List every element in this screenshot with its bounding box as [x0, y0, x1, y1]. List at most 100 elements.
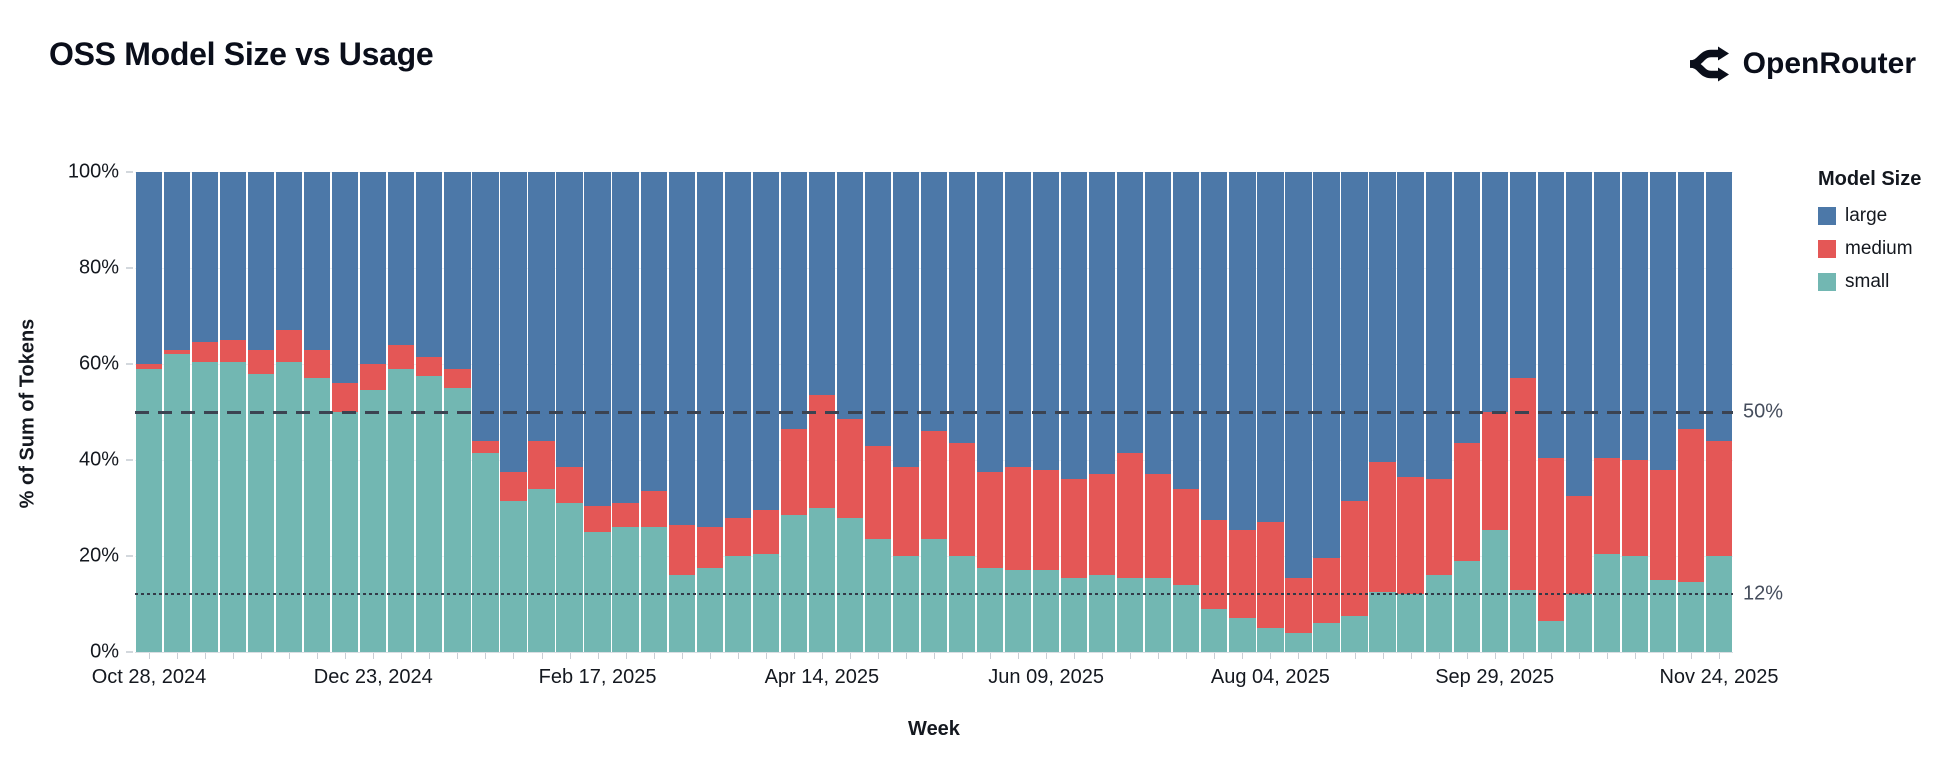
bar[interactable]	[388, 172, 415, 652]
bar[interactable]	[528, 172, 555, 652]
bar[interactable]	[248, 172, 275, 652]
bar[interactable]	[416, 172, 443, 652]
bar-segment-large	[444, 172, 471, 369]
bar-segment-medium	[248, 349, 275, 374]
bar[interactable]	[864, 172, 892, 652]
bar[interactable]	[1004, 172, 1032, 652]
bar[interactable]	[1145, 172, 1172, 652]
bar[interactable]	[724, 172, 751, 652]
bar[interactable]	[500, 172, 527, 652]
legend-item[interactable]: large	[1818, 205, 1921, 227]
bar[interactable]	[472, 172, 499, 652]
bar-segment-medium	[220, 340, 247, 362]
axis-tick	[962, 653, 964, 659]
bar[interactable]	[1341, 172, 1368, 652]
bar[interactable]	[556, 172, 583, 652]
bar[interactable]	[1453, 172, 1480, 652]
bar-segment-medium	[1537, 457, 1564, 621]
axis-tick	[149, 653, 151, 659]
bar[interactable]	[135, 172, 163, 652]
bar-segment-small	[248, 373, 275, 652]
bar-segment-small	[360, 390, 387, 652]
bar[interactable]	[780, 172, 807, 652]
bar[interactable]	[1649, 172, 1677, 652]
bar[interactable]	[752, 172, 779, 652]
bar[interactable]	[920, 172, 948, 652]
bar[interactable]	[612, 172, 639, 652]
bar[interactable]	[1565, 172, 1592, 652]
bar-segment-small	[584, 531, 611, 652]
bar[interactable]	[1481, 172, 1508, 652]
bar-segment-small	[304, 378, 331, 652]
bar-segment-medium	[1173, 488, 1200, 585]
bar-segment-medium	[668, 524, 695, 576]
x-tick-label: Oct 28, 2024	[91, 666, 207, 688]
bar[interactable]	[276, 172, 303, 652]
bar-segment-large	[220, 172, 247, 340]
bar[interactable]	[584, 172, 611, 652]
y-tick-label: 40%	[78, 448, 119, 471]
bar[interactable]	[191, 172, 219, 652]
bar[interactable]	[668, 172, 695, 652]
bar[interactable]	[1397, 172, 1424, 652]
reference-label: 12%	[1743, 582, 1784, 605]
bar[interactable]	[1257, 172, 1284, 652]
axis-tick	[177, 653, 179, 659]
legend-item[interactable]: small	[1818, 271, 1921, 293]
bar-segment-small	[388, 368, 415, 652]
bar[interactable]	[220, 172, 247, 652]
legend-item[interactable]: medium	[1818, 238, 1921, 260]
bar[interactable]	[1173, 172, 1200, 652]
bar-segment-medium	[304, 349, 331, 379]
bar[interactable]	[1061, 172, 1088, 652]
axis-tick	[793, 653, 795, 659]
bar-segment-small	[668, 575, 695, 652]
bar-segment-large	[584, 172, 611, 506]
axis-tick	[849, 653, 851, 659]
axis-tick	[126, 267, 133, 269]
bar[interactable]	[1313, 172, 1340, 652]
axis-tick	[1662, 653, 1664, 659]
bar[interactable]	[836, 172, 863, 652]
legend-item-label: large	[1845, 205, 1888, 226]
bar-segment-large	[388, 172, 415, 345]
bar[interactable]	[1593, 172, 1620, 652]
bar[interactable]	[696, 172, 723, 652]
x-tick-label: Aug 04, 2025	[1210, 666, 1330, 688]
bar[interactable]	[976, 172, 1004, 652]
axis-tick	[126, 363, 133, 365]
bar-segment-medium	[976, 472, 1004, 568]
bar[interactable]	[948, 172, 976, 652]
bar-segment-large	[1061, 172, 1088, 480]
bar-segment-medium	[696, 527, 723, 568]
bar[interactable]	[1033, 172, 1060, 652]
bar[interactable]	[1705, 172, 1733, 652]
bar[interactable]	[1089, 172, 1116, 652]
bar-segment-large	[1004, 172, 1032, 468]
bar[interactable]	[1285, 172, 1312, 652]
axis-tick	[1214, 653, 1216, 659]
bar-segment-small	[444, 387, 471, 652]
bar[interactable]	[1425, 172, 1452, 652]
bar-segment-large	[1565, 172, 1592, 496]
axis-tick	[1074, 653, 1076, 659]
bar[interactable]	[304, 172, 331, 652]
bar[interactable]	[1229, 172, 1256, 652]
axis-tick	[1326, 653, 1328, 659]
bar-segment-large	[1677, 172, 1705, 429]
reference-line	[135, 593, 1733, 596]
bar-segment-small	[1061, 577, 1088, 652]
bar-segment-medium	[276, 330, 303, 362]
bar[interactable]	[892, 172, 920, 652]
bar[interactable]	[1117, 172, 1144, 652]
y-tick-label: 80%	[78, 256, 119, 279]
bar[interactable]	[163, 172, 191, 652]
bar-segment-medium	[1089, 474, 1116, 576]
bar[interactable]	[808, 172, 835, 652]
bar[interactable]	[332, 172, 359, 652]
bar[interactable]	[444, 172, 471, 652]
bar[interactable]	[640, 172, 667, 652]
bar[interactable]	[360, 172, 387, 652]
bar-segment-small	[920, 539, 948, 652]
